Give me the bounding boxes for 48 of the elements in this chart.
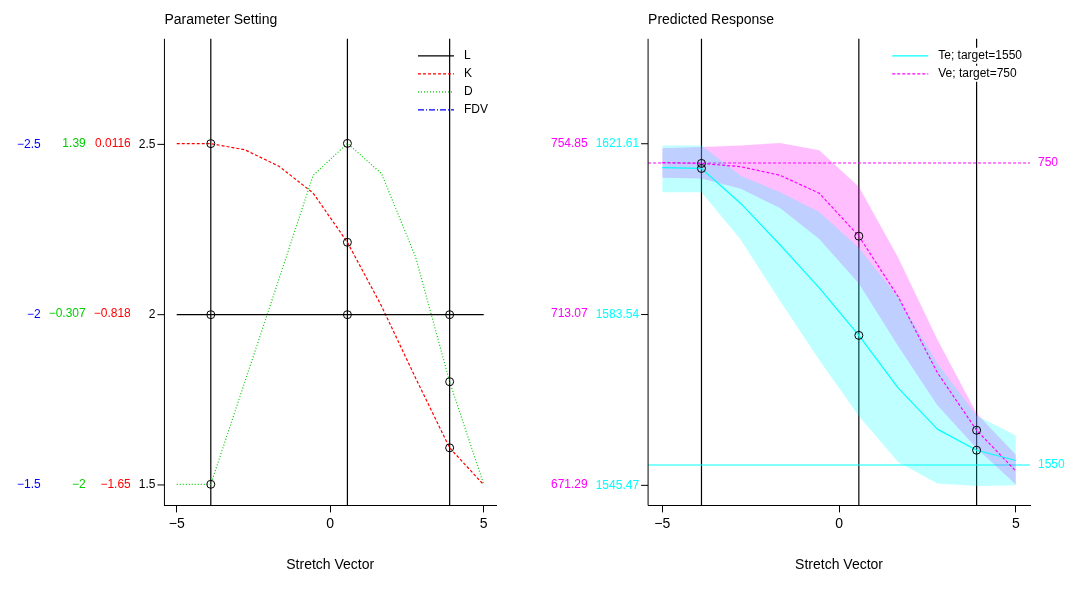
point — [342, 138, 352, 148]
legend-label: D — [464, 84, 473, 99]
y2-tick-label: −1.65 — [100, 477, 132, 492]
point — [206, 139, 216, 149]
point — [445, 377, 455, 387]
x-tick-label: −5 — [654, 514, 671, 531]
chart-title: Predicted Response — [648, 11, 775, 28]
legend-label: Ve; target=750 — [938, 66, 1017, 81]
point — [696, 158, 706, 168]
x-tick-label: −5 — [168, 514, 185, 531]
point — [696, 163, 706, 173]
point — [445, 443, 455, 453]
y-tick-label: 1545.47 — [595, 477, 640, 492]
y2-tick-label: 671.29 — [551, 476, 589, 491]
text: −1.5 — [16, 477, 41, 492]
point — [972, 425, 982, 435]
point — [342, 237, 352, 247]
chart-title: Parameter Setting — [164, 11, 278, 28]
x-axis-title: Stretch Vector — [795, 556, 884, 573]
y-tick-label: 2 — [148, 306, 156, 321]
legend-label: FDV — [464, 102, 488, 117]
y2-tick-label: −0.818 — [93, 306, 132, 321]
y3-tick-label: −0.307 — [48, 306, 87, 321]
ref-line-label: 1550 — [1038, 457, 1066, 472]
x-axis-title: Stretch Vector — [286, 556, 375, 573]
legend-label: Te; target=1550 — [938, 48, 1023, 63]
y2-tick-label: 754.85 — [551, 135, 589, 150]
text: −2 — [27, 306, 42, 321]
y-tick-label: 1583.54 — [595, 306, 640, 321]
point — [854, 330, 864, 340]
y-tick-label: 1.5 — [138, 477, 156, 492]
y-tick-label: 2.5 — [138, 136, 156, 151]
x-tick-label: 5 — [479, 514, 488, 531]
text: −2.5 — [16, 136, 41, 151]
x-tick-label: 5 — [1011, 514, 1020, 531]
x-tick-label: 0 — [835, 514, 844, 531]
y2-tick-label: 0.0116 — [94, 135, 132, 150]
point — [206, 479, 216, 489]
legend-label: L — [464, 48, 471, 63]
point — [854, 231, 864, 241]
y3-tick-label: −2 — [72, 476, 87, 491]
x-tick-label: 0 — [326, 514, 335, 531]
legend-label: K — [464, 66, 473, 81]
ref-line-label: 750 — [1038, 155, 1059, 170]
y3-tick-label: 1.39 — [62, 135, 87, 150]
y2-tick-label: 713.07 — [551, 306, 589, 321]
y-tick-label: 1621.61 — [595, 136, 640, 151]
point — [972, 445, 982, 455]
